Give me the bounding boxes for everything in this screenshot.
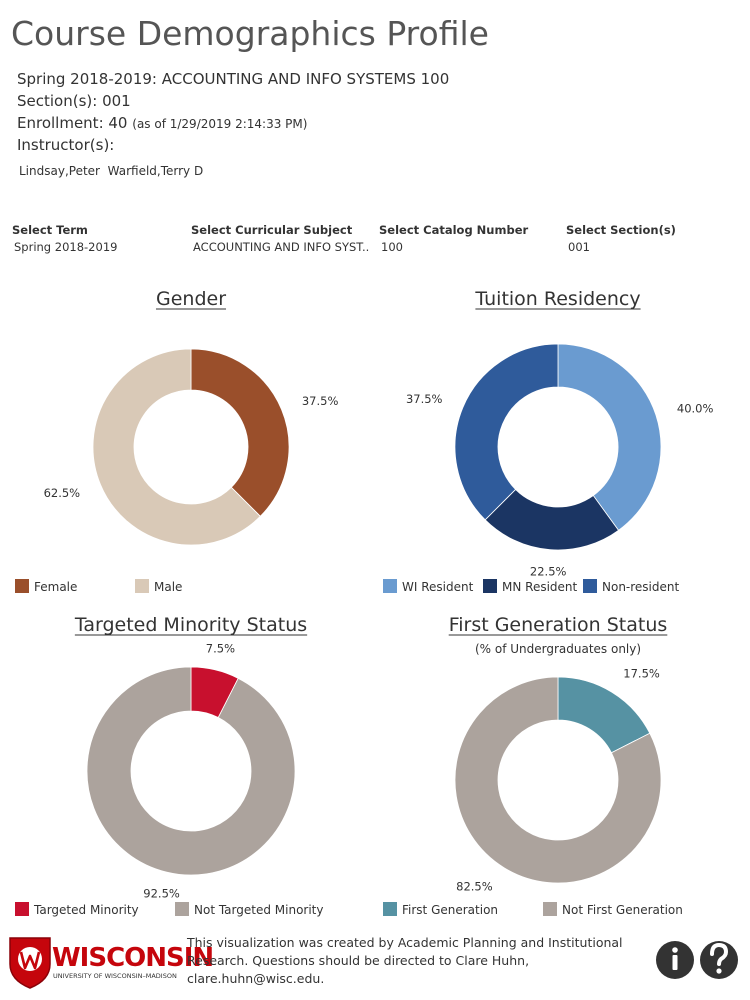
instructors: Lindsay,Peter Warfield,Terry D [19,164,203,178]
legend-swatch [483,579,497,593]
as-of: (as of 1/29/2019 2:14:33 PM) [132,117,308,131]
filter-label: Select Catalog Number [379,223,529,237]
legend-label: First Generation [402,903,498,917]
data-label: 17.5% [623,666,660,680]
legend-label: Male [154,580,182,594]
donut-slice [190,348,290,517]
chart-title: First Generation Status [449,614,668,636]
legend-label: Female [34,580,77,594]
course-line: Spring 2018-2019: ACCOUNTING AND INFO SY… [17,70,450,88]
data-label: 62.5% [44,486,81,500]
data-label: 40.0% [677,401,714,415]
donut-slice [86,666,296,876]
page-title: Course Demographics Profile [11,14,489,53]
legend-swatch [15,902,29,916]
donut-slice [557,343,662,531]
instructor: Lindsay,Peter [19,164,100,178]
data-label: 7.5% [206,641,235,655]
enrollment: Enrollment: 40 [17,114,128,132]
legend-swatch [383,579,397,593]
legend-swatch [135,579,149,593]
logo-subtitle: UNIVERSITY OF WISCONSIN–MADISON [53,972,177,980]
donut-slice [454,676,662,884]
footer-note: This visualization was created by Academ… [187,935,623,986]
legend-swatch [15,579,29,593]
filter-value[interactable]: 100 [381,240,403,254]
logo-crest [9,937,51,989]
data-label: 92.5% [143,887,180,901]
chart-title: Gender [156,288,226,310]
filter-value[interactable]: Spring 2018-2019 [14,240,118,254]
chart-subtitle: (% of Undergraduates only) [475,642,641,656]
filter-value[interactable]: ACCOUNTING AND INFO SYST.. [193,240,370,254]
legend-swatch [175,902,189,916]
legend-swatch [383,902,397,916]
filter-label: Select Curricular Subject [191,223,353,237]
donut-slice [92,348,261,546]
legend-label: Non-resident [602,580,679,594]
data-label: 37.5% [406,392,443,406]
filter-label: Select Term [12,223,88,237]
donut-slice [454,343,559,521]
instructor: Warfield,Terry D [107,164,204,178]
instructor-label: Instructor(s): [17,136,115,154]
legend-swatch [583,579,597,593]
filter-value[interactable]: 001 [568,240,590,254]
legend-label: Targeted Minority [33,903,139,917]
legend-label: MN Resident [502,580,578,594]
info-button[interactable] [656,941,694,979]
chart-title: Targeted Minority Status [74,614,307,636]
data-label: 37.5% [302,394,339,408]
filter-label: Select Section(s) [566,223,676,237]
sections-line: Section(s): 001 [17,92,131,110]
chart-title: Tuition Residency [474,288,640,310]
logo-wordmark: WISCONSIN [52,943,213,973]
legend-label: Not First Generation [562,903,683,917]
help-button[interactable] [700,941,738,979]
enrollment-line: Enrollment: 40 (as of 1/29/2019 2:14:33 … [17,114,307,132]
legend-label: WI Resident [402,580,474,594]
legend-swatch [543,902,557,916]
data-label: 22.5% [530,565,567,579]
data-label: 82.5% [456,880,493,894]
legend-label: Not Targeted Minority [194,903,324,917]
